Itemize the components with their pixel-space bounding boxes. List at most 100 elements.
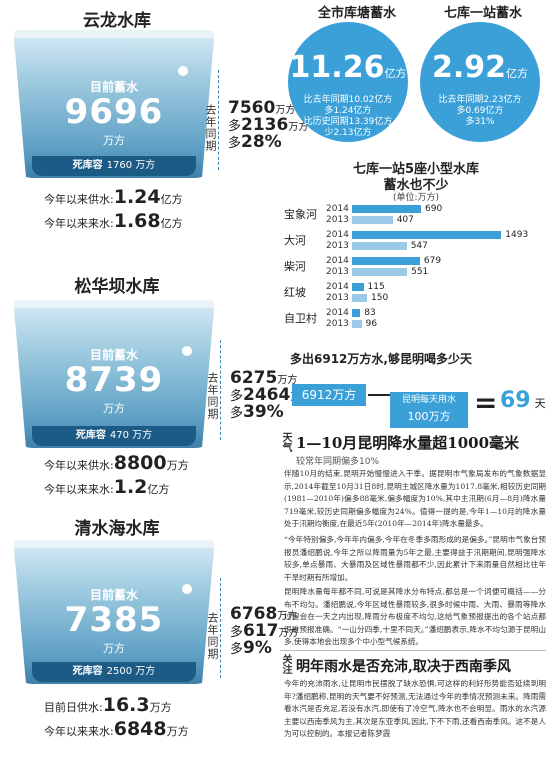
circle-value-number: 11.26: [289, 50, 385, 85]
more-prefix: 多: [230, 625, 244, 640]
circle-line: 少2.13亿方: [324, 128, 372, 138]
inflow-unit: 亿方: [147, 483, 170, 496]
last-year-value: 7560: [228, 98, 276, 118]
more-pct-value: 9%: [243, 638, 272, 658]
article-paragraph: 伴随10月的结束,昆明开始慢慢进入干季。据昆明市气象局发布的气象数据显示,201…: [284, 469, 546, 529]
chart-title: 七库一站5座小型水库: [352, 162, 480, 177]
dead-capacity-label: 死库容: [75, 430, 106, 441]
chart-series-label: 2013: [326, 319, 349, 329]
bracket-line: [220, 578, 221, 678]
article-paragraph: 今年的充沛雨水,让昆明市民摆脱了缺水恐惧,可这样的利好形势能否延续到明年?潘绍鹏…: [284, 679, 546, 739]
more-amount-stat: 多2136万方: [228, 115, 308, 135]
dead-capacity-label: 死库容: [72, 666, 103, 677]
daily-usage-box: 昆明每天用水 100万方: [390, 392, 468, 428]
inflow-value: 1.68: [113, 210, 161, 232]
surplus-box: 6912万方: [292, 384, 366, 406]
current-storage-label: 目前蓄水: [89, 348, 138, 362]
daily-usage-label: 昆明每天用水: [401, 395, 456, 405]
more-amount-stat: 多617万方: [230, 621, 299, 641]
drop-icon: [182, 584, 192, 594]
chart-value-label: 83: [364, 308, 376, 318]
equals-sign: =: [474, 386, 498, 419]
chart-bar: [352, 231, 502, 239]
inflow-unit: 万方: [166, 725, 189, 738]
dead-capacity-bar: 死库容 1760 万方: [32, 156, 196, 176]
circle-title: 全市库塘蓄水: [317, 6, 396, 21]
last-year-unit: 万方: [277, 611, 298, 622]
current-storage-label: 目前蓄水: [89, 80, 138, 94]
article-paragraph: “今年特别偏多,今年年内偏多,今年在冬季多雨形成的是偏多。”昆明市气象台预报员潘…: [284, 535, 546, 582]
chart-bar: [352, 268, 408, 276]
chart-category-label: 宝象河: [284, 208, 317, 221]
inflow-stat: 今年以来来水:6848万方: [44, 718, 189, 740]
supply-label: 今年以来供水:: [44, 459, 114, 472]
article-paragraph: 昆明降水量每年都不同,可说是其降水分布特点,都总是一个词便可概括——分布不均匀。…: [284, 587, 546, 647]
current-storage-unit: 万方: [103, 642, 125, 655]
supply-label: 目前日供水:: [44, 701, 103, 714]
inflow-value: 1.2: [113, 476, 148, 498]
inflow-value: 6848: [113, 718, 167, 740]
supply-stat: 今年以来供水:1.24亿方: [44, 186, 183, 208]
last-year-stat: 6275万方: [230, 368, 297, 388]
reservoir-title: 清水海水库: [74, 519, 160, 539]
dead-capacity-bar: 死库容 2500 万方: [32, 662, 196, 682]
more-amount-value: 2136: [241, 115, 289, 135]
chart-category-label: 柴河: [284, 260, 306, 273]
storage-circle: 11.26亿方 比去年同期10.02亿方 多1.24亿方 比历史同期13.39亿…: [288, 22, 408, 142]
chart-bar: [352, 257, 420, 265]
chart-series-label: 2014: [326, 282, 349, 292]
more-prefix: 多: [230, 406, 244, 421]
dead-capacity-value: 1760 万方: [106, 160, 156, 171]
circle-unit: 亿方: [506, 67, 529, 80]
chart-value-label: 679: [423, 256, 442, 266]
article-subhead: 较常年同期偏多10%: [296, 457, 380, 467]
circle-line: 多0.69亿方: [456, 106, 504, 116]
chart-bar: [352, 320, 362, 328]
more-pct-value: 28%: [241, 132, 282, 152]
more-amount-unit: 万方: [288, 122, 309, 133]
dead-capacity-value: 2500 万方: [106, 666, 156, 677]
bracket-line: [218, 70, 219, 170]
chart-series-label: 2014: [326, 230, 349, 240]
more-pct-value: 39%: [243, 402, 284, 422]
chart-value-label: 150: [371, 293, 389, 303]
more-prefix: 多: [230, 389, 244, 404]
inflow-label: 今年以来来水:: [44, 725, 114, 738]
chart-category-label: 红坡: [284, 286, 306, 299]
chart-category-label: 自卫村: [284, 312, 317, 325]
chart-value-label: 1493: [505, 230, 529, 240]
more-prefix: 多: [228, 136, 242, 151]
divider: [280, 650, 546, 651]
current-storage-unit: 万方: [103, 402, 125, 415]
chart-series-label: 2013: [326, 215, 349, 225]
last-year-stat: 6768万方: [230, 604, 297, 624]
current-storage-label: 目前蓄水: [89, 588, 138, 602]
chart-series-label: 2013: [326, 267, 349, 277]
more-prefix: 多: [228, 119, 242, 134]
chart-value-label: 551: [411, 267, 429, 277]
reservoir-bar-chart: 宝象河 2014 690 2013 407 大河 2014 1493 2013 547 柴河 2014…: [280, 196, 550, 336]
chart-series-label: 2014: [326, 308, 349, 318]
inflow-label: 今年以来来水:: [44, 483, 114, 496]
drop-icon: [182, 346, 192, 356]
inflow-unit: 亿方: [160, 217, 183, 230]
chart-series-label: 2014: [326, 204, 349, 214]
circle-value: 2.92亿方: [420, 50, 540, 85]
chart-series-label: 2014: [326, 256, 349, 266]
current-storage-value: 8739: [64, 360, 164, 400]
drop-icon: [178, 66, 188, 76]
more-prefix: 多: [230, 642, 244, 657]
chart-bar: [352, 216, 393, 224]
circle-line: 多31%: [465, 117, 495, 127]
chart-category-label: 大河: [284, 234, 306, 247]
current-storage-unit: 万方: [103, 134, 125, 147]
days-result-unit: 天: [534, 397, 546, 410]
inflow-stat: 今年以来来水:1.2亿方: [44, 476, 169, 498]
supply-label: 今年以来供水:: [44, 193, 114, 206]
more-amount-value: 2464: [243, 385, 291, 405]
circle-line: 多1.24亿方: [324, 106, 372, 116]
daily-usage-value: 100万方: [407, 410, 451, 423]
more-pct-stat: 多39%: [230, 402, 284, 422]
chart-series-label: 2013: [326, 241, 349, 251]
circle-value-number: 2.92: [431, 50, 507, 85]
